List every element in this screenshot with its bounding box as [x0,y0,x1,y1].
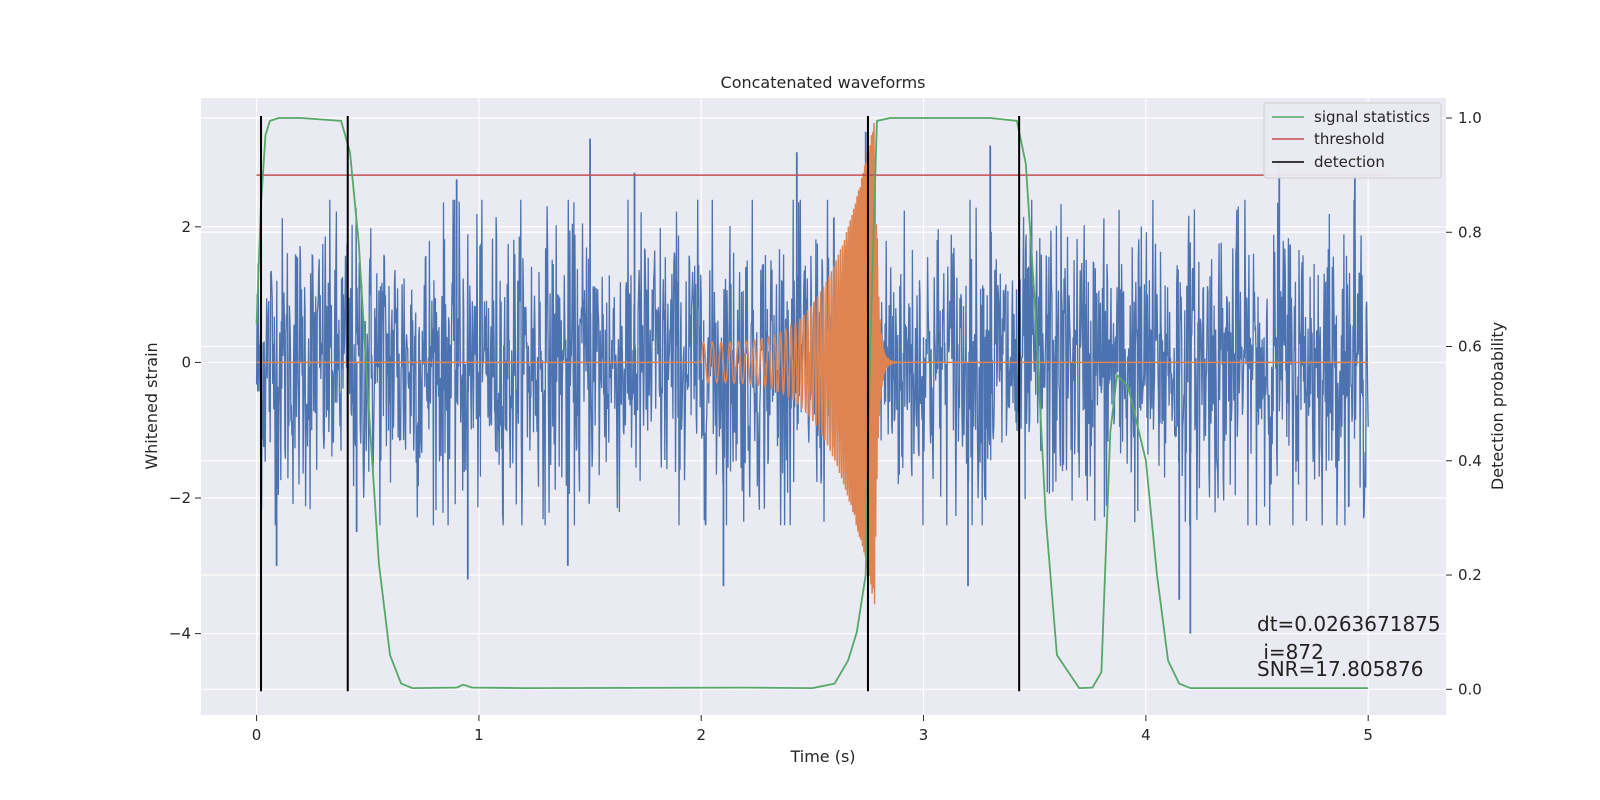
detection-series [260,115,1021,692]
signal-statistics-series [255,117,1369,689]
chart-title: Concatenated waveforms [721,73,926,92]
signal-statistics-line [255,117,1369,689]
y-right-tick-label: 0.4 [1458,452,1482,470]
y-left-tick-label: −4 [169,625,191,643]
annotation-index: i=872 [1257,640,1324,664]
y-right-tick-label: 0.8 [1458,223,1482,241]
annotation-dt: dt=0.0263671875 [1257,612,1441,636]
whitened-noise-series [255,131,1369,634]
axis-ticks: 0 1 2 3 4 5 −4 −2 0 2 0.0 0.2 0.4 0.6 0.8 1.0 [169,109,1482,744]
annotation-snr: SNR=17.805876 [1257,657,1423,681]
y-right-tick-label: 0.6 [1458,338,1482,356]
legend-label-threshold: threshold [1314,130,1385,148]
x-tick-label: 2 [696,726,706,744]
legend: signal statistics threshold detection [1263,102,1442,179]
legend-box [1263,102,1442,179]
x-axis-label: Time (s) [789,747,855,766]
y-right-tick-label: 1.0 [1458,109,1482,127]
y-left-tick-label: 2 [181,218,191,236]
x-tick-label: 0 [252,726,262,744]
x-tick-label: 3 [919,726,929,744]
x-tick-label: 4 [1141,726,1151,744]
x-tick-label: 5 [1363,726,1373,744]
y-left-tick-label: 0 [181,353,191,371]
legend-label-signal-statistics: signal statistics [1314,108,1430,126]
legend-label-detection: detection [1314,153,1385,171]
y-right-tick-label: 0.2 [1458,566,1482,584]
x-tick-label: 1 [474,726,484,744]
y-axis-label-left: Whitened strain [142,342,161,469]
y-left-tick-label: −2 [169,489,191,507]
y-right-tick-label: 0.0 [1458,680,1482,698]
y-axis-label-right: Detection probability [1488,322,1507,490]
